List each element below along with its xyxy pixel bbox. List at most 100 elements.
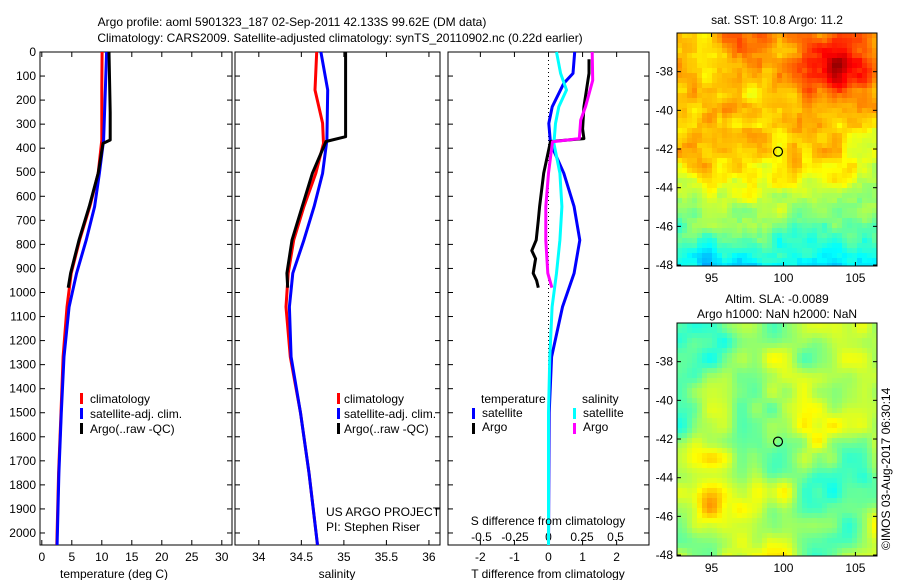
map-cell: [787, 523, 792, 528]
map-cell: [772, 43, 777, 48]
map-cell: [752, 208, 757, 213]
map-cell: [852, 218, 857, 223]
map-cell: [862, 433, 867, 438]
map-cell: [867, 383, 872, 388]
map-cell: [772, 153, 777, 158]
map-cell: [832, 533, 837, 538]
map-cell: [792, 138, 797, 143]
map-cell: [852, 163, 857, 168]
map-cell: [772, 508, 777, 513]
map-cell: [872, 243, 877, 248]
map-cell: [722, 528, 727, 533]
map-cell: [812, 503, 817, 508]
map-cell: [752, 193, 757, 198]
map-cell: [742, 178, 747, 183]
map-cell: [677, 463, 682, 468]
map-cell: [762, 53, 767, 58]
map-cell: [797, 238, 802, 243]
y-tick-label: 1200: [9, 334, 36, 348]
map-cell: [792, 183, 797, 188]
map-cell: [797, 343, 802, 348]
map-cell: [797, 438, 802, 443]
map-cell: [777, 58, 782, 63]
map-cell: [692, 428, 697, 433]
map-cell: [782, 63, 787, 68]
map-cell: [682, 183, 687, 188]
map-cell: [822, 418, 827, 423]
map-cell: [707, 428, 712, 433]
map-cell: [682, 178, 687, 183]
map-cell: [707, 423, 712, 428]
map-cell: [857, 473, 862, 478]
map-cell: [857, 163, 862, 168]
map-cell: [782, 263, 787, 266]
map-cell: [737, 463, 742, 468]
map-cell: [847, 328, 852, 333]
map-cell: [702, 388, 707, 393]
map-cell: [832, 368, 837, 373]
map-cell: [862, 263, 867, 266]
map-cell: [842, 433, 847, 438]
map-cell: [712, 203, 717, 208]
map-cell: [787, 128, 792, 133]
map-cell: [772, 333, 777, 338]
map-cell: [727, 38, 732, 43]
map-cell: [772, 368, 777, 373]
map-cell: [727, 43, 732, 48]
map-cell: [747, 98, 752, 103]
map-cell: [832, 258, 837, 263]
map-cell: [712, 488, 717, 493]
map-cell: [687, 503, 692, 508]
map-cell: [832, 478, 837, 483]
map-cell: [677, 148, 682, 153]
map-cell: [867, 163, 872, 168]
map-cell: [697, 378, 702, 383]
map-cell: [802, 343, 807, 348]
map-cell: [717, 488, 722, 493]
map-cell: [697, 323, 702, 328]
map-cell: [817, 253, 822, 258]
map-cell: [747, 263, 752, 266]
map-cell: [737, 243, 742, 248]
map-cell: [872, 553, 877, 556]
map-cell: [832, 428, 837, 433]
map-cell: [767, 53, 772, 58]
map-cell: [867, 473, 872, 478]
map-cell: [697, 483, 702, 488]
map-cell: [727, 123, 732, 128]
map-cell: [697, 68, 702, 73]
map-cell: [842, 248, 847, 253]
map-cell: [792, 398, 797, 403]
map-cell: [692, 368, 697, 373]
map-cell: [832, 98, 837, 103]
map-cell: [787, 478, 792, 483]
map-cell: [872, 38, 877, 43]
map-cell: [772, 503, 777, 508]
map-cell: [677, 53, 682, 58]
map-cell: [852, 528, 857, 533]
map-cell: [872, 78, 877, 83]
map-cell: [757, 378, 762, 383]
map-cell: [857, 213, 862, 218]
map-cell: [787, 108, 792, 113]
map-cell: [722, 448, 727, 453]
map-cell: [842, 518, 847, 523]
map-cell: [777, 493, 782, 498]
map-cell: [832, 83, 837, 88]
map-cell: [847, 363, 852, 368]
x-tick-label: 15: [125, 550, 139, 564]
map-cell: [762, 33, 767, 38]
map-cell: [682, 348, 687, 353]
map-cell: [867, 468, 872, 473]
map-cell: [752, 443, 757, 448]
map-cell: [717, 428, 722, 433]
map-cell: [727, 203, 732, 208]
map-cell: [682, 238, 687, 243]
map-cell: [692, 88, 697, 93]
map-cell: [832, 103, 837, 108]
map-cell: [752, 473, 757, 478]
map-cell: [817, 258, 822, 263]
map-cell: [687, 458, 692, 463]
map-cell: [702, 238, 707, 243]
map-cell: [717, 148, 722, 153]
